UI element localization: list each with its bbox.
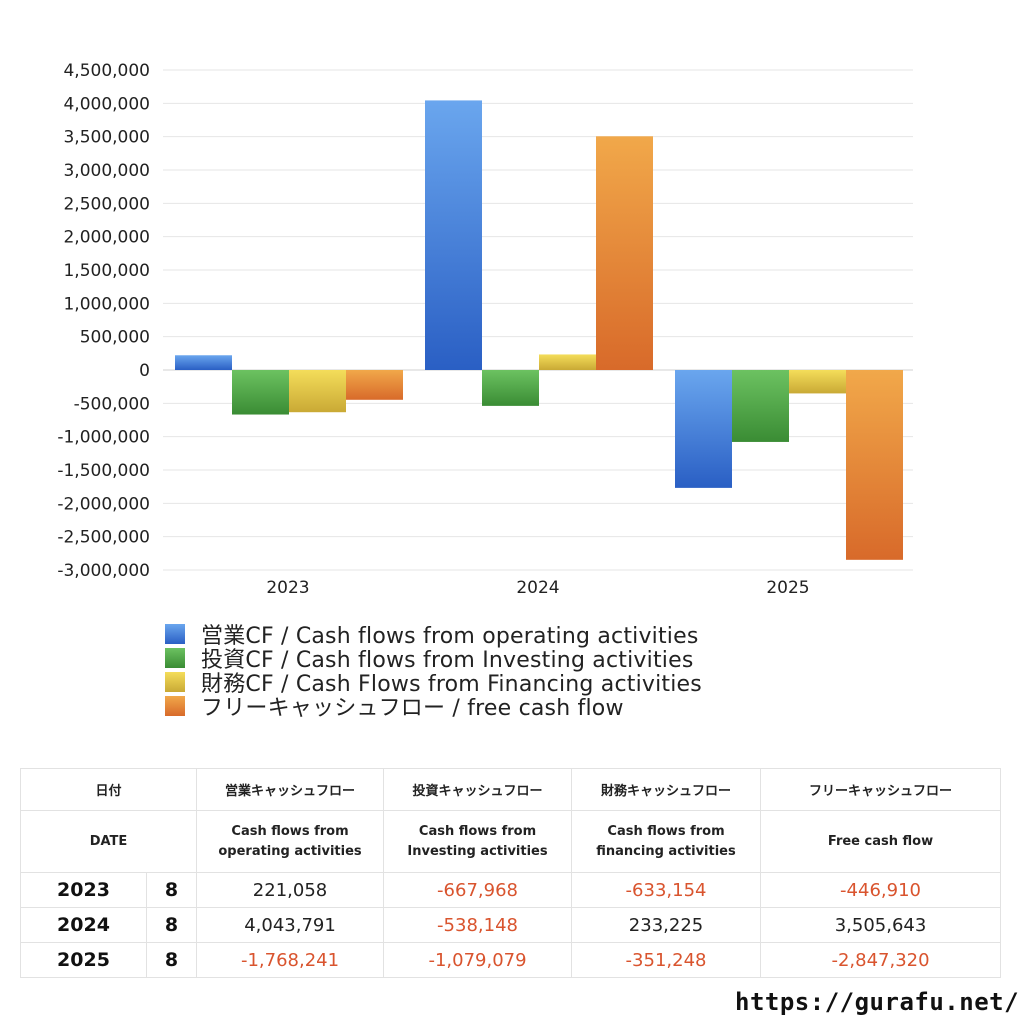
legend-label-free: フリーキャッシュフロー / free cash flow <box>201 696 624 721</box>
x-tick-label: 2024 <box>516 578 559 598</box>
x-tick-label: 2023 <box>266 578 309 598</box>
bar-operating-2024 <box>425 100 482 370</box>
bars <box>175 100 903 560</box>
header-free-ja: フリーキャッシュフロー <box>760 768 1002 811</box>
bar-free-2023 <box>346 370 403 400</box>
y-tick-label: 2,000,000 <box>63 228 150 248</box>
legend-swatch-operating <box>165 624 185 644</box>
legend-item-financing: 財務CF / Cash Flows from Financing activit… <box>165 670 702 697</box>
header-operating-en-line1: Cash flows from <box>231 823 349 839</box>
y-tick-label: 4,500,000 <box>63 61 150 81</box>
legend-swatch-free <box>165 696 185 716</box>
cell-free: -446,910 <box>760 872 1002 908</box>
bar-free-2024 <box>596 136 653 370</box>
y-tick-label: 0 <box>139 361 150 381</box>
cell-free: -2,847,320 <box>760 942 1002 978</box>
cell-investing: -667,968 <box>383 872 573 908</box>
row-year: 2023 <box>20 872 147 908</box>
x-tick-label: 2025 <box>766 578 809 598</box>
row-month: 8 <box>145 942 198 978</box>
cell-investing: -538,148 <box>383 907 573 943</box>
header-date-en: DATE <box>19 810 198 873</box>
table-row: 2025 8 -1,768,241 -1,079,079 -351,248 -2… <box>20 942 1002 978</box>
header-free-en: Free cash flow <box>760 810 1002 873</box>
cell-financing: 233,225 <box>571 907 762 943</box>
cash-flow-bar-chart: 4,500,000 4,000,000 3,500,000 3,000,000 2,50… <box>57 61 913 598</box>
legend-swatch-investing <box>165 648 185 668</box>
header-financing-en: Cash flows from financing activities <box>571 810 762 873</box>
row-year: 2024 <box>20 907 147 943</box>
header-investing-en: Cash flows from Investing activities <box>383 810 573 873</box>
y-tick-label: -1,000,000 <box>57 428 150 448</box>
bar-operating-2023 <box>175 355 232 370</box>
bar-free-2025 <box>846 370 903 560</box>
bar-financing-2023 <box>289 370 346 413</box>
site-url[interactable]: https://gurafu.net/ <box>735 988 1020 1016</box>
legend-label-financing: 財務CF / Cash Flows from Financing activit… <box>201 672 702 697</box>
table-row: 2024 8 4,043,791 -538,148 233,225 3,505,… <box>20 907 1002 943</box>
row-month: 8 <box>145 872 198 908</box>
bar-investing-2025 <box>732 370 789 442</box>
chart-legend: 営業CF / Cash flows from operating activit… <box>165 622 702 721</box>
row-month: 8 <box>145 907 198 943</box>
header-financing-ja: 財務キャッシュフロー <box>571 768 762 811</box>
header-investing-en-line2: Investing activities <box>407 843 548 859</box>
y-tick-label: 2,500,000 <box>63 194 150 214</box>
y-tick-label: -500,000 <box>74 394 150 414</box>
table-header-row: 日付 営業キャッシュフロー 投資キャッシュフロー 財務キャッシュフロー フリーキ… <box>19 768 1002 811</box>
legend-label-operating: 営業CF / Cash flows from operating activit… <box>201 624 699 649</box>
header-financing-en-line2: financing activities <box>596 843 736 859</box>
header-operating-en: Cash flows from operating activities <box>196 810 385 873</box>
cell-investing: -1,079,079 <box>383 942 573 978</box>
legend-item-investing: 投資CF / Cash flows from Investing activit… <box>165 646 702 673</box>
cell-operating: 4,043,791 <box>196 907 385 943</box>
cell-operating: 221,058 <box>196 872 385 908</box>
table-row: 2023 8 221,058 -667,968 -633,154 -446,91… <box>20 872 1002 908</box>
cell-financing: -633,154 <box>571 872 762 908</box>
legend-item-free: フリーキャッシュフロー / free cash flow <box>165 694 702 721</box>
y-tick-label: -3,000,000 <box>57 561 150 581</box>
bar-financing-2025 <box>789 370 846 394</box>
y-tick-label: 3,000,000 <box>63 161 150 181</box>
y-tick-label: 1,500,000 <box>63 261 150 281</box>
legend-label-investing: 投資CF / Cash flows from Investing activit… <box>201 648 694 673</box>
y-tick-label: -2,000,000 <box>57 494 150 514</box>
header-operating-ja: 営業キャッシュフロー <box>196 768 385 811</box>
x-axis-tick-labels: 2023 2024 2025 <box>266 578 809 598</box>
legend-item-operating: 営業CF / Cash flows from operating activit… <box>165 622 702 649</box>
cash-flow-table: 日付 営業キャッシュフロー 投資キャッシュフロー 財務キャッシュフロー フリーキ… <box>19 768 1002 978</box>
bar-operating-2025 <box>675 370 732 488</box>
grid-lines <box>163 69 913 571</box>
bar-investing-2024 <box>482 370 539 406</box>
cell-financing: -351,248 <box>571 942 762 978</box>
row-year: 2025 <box>20 942 147 978</box>
bar-financing-2024 <box>539 354 596 370</box>
bar-investing-2023 <box>232 370 289 415</box>
y-tick-label: 3,500,000 <box>63 128 150 148</box>
table-subheader-row: DATE Cash flows from operating activities… <box>19 810 1002 873</box>
y-tick-label: -1,500,000 <box>57 461 150 481</box>
header-investing-en-line1: Cash flows from <box>418 823 537 839</box>
y-tick-label: 4,000,000 <box>63 94 150 114</box>
y-tick-label: 1,000,000 <box>63 294 150 314</box>
y-axis-tick-labels: 4,500,000 4,000,000 3,500,000 3,000,000 2,50… <box>57 61 150 581</box>
header-financing-en-line1: Cash flows from <box>607 823 725 839</box>
legend-swatch-financing <box>165 672 185 692</box>
header-investing-ja: 投資キャッシュフロー <box>383 768 573 811</box>
cell-operating: -1,768,241 <box>196 942 385 978</box>
y-tick-label: -2,500,000 <box>57 528 150 548</box>
y-tick-label: 500,000 <box>80 328 150 348</box>
header-operating-en-line2: operating activities <box>218 843 362 859</box>
cell-free: 3,505,643 <box>760 907 1002 943</box>
header-date-ja: 日付 <box>19 768 198 811</box>
